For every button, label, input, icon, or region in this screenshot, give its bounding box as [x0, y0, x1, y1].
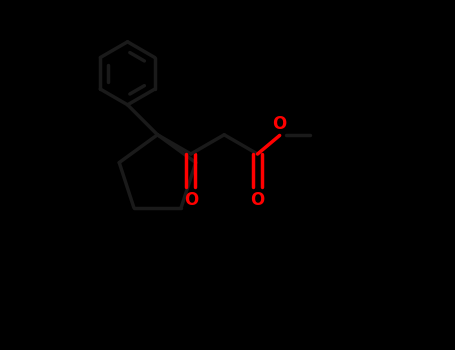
- Text: O: O: [250, 191, 265, 209]
- Text: O: O: [273, 115, 287, 133]
- Text: O: O: [184, 191, 198, 209]
